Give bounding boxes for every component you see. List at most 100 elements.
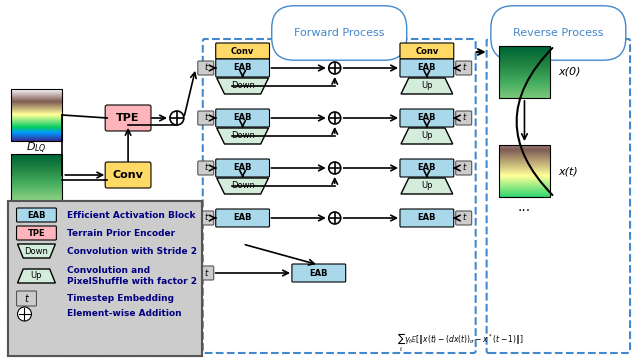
Bar bbox=[499, 90, 550, 91]
Text: t: t bbox=[462, 213, 465, 222]
Text: t: t bbox=[462, 113, 465, 122]
Bar bbox=[10, 117, 62, 118]
Bar bbox=[499, 176, 550, 177]
Bar bbox=[10, 185, 62, 186]
Bar bbox=[499, 91, 550, 92]
Bar bbox=[499, 189, 550, 190]
Bar bbox=[10, 139, 62, 140]
Bar bbox=[499, 58, 550, 59]
Text: Up: Up bbox=[421, 82, 433, 91]
Polygon shape bbox=[217, 178, 269, 194]
Bar bbox=[499, 46, 550, 47]
Bar bbox=[499, 79, 550, 80]
Bar bbox=[10, 170, 62, 171]
FancyBboxPatch shape bbox=[456, 61, 472, 75]
Text: Convolution and
PixelShuffle with factor 2: Convolution and PixelShuffle with factor… bbox=[67, 266, 197, 286]
FancyBboxPatch shape bbox=[400, 209, 454, 227]
Bar bbox=[499, 95, 550, 96]
Bar bbox=[499, 75, 550, 76]
Bar bbox=[10, 196, 62, 197]
Text: t: t bbox=[24, 293, 28, 304]
Bar bbox=[499, 87, 550, 88]
Text: t: t bbox=[204, 64, 207, 73]
Bar bbox=[10, 127, 62, 128]
Bar bbox=[499, 178, 550, 179]
Text: EAB: EAB bbox=[234, 113, 252, 122]
Bar bbox=[10, 189, 62, 190]
Bar bbox=[499, 97, 550, 98]
Bar bbox=[10, 98, 62, 99]
Bar bbox=[499, 163, 550, 164]
Bar bbox=[499, 55, 550, 56]
Bar bbox=[499, 152, 550, 153]
Bar bbox=[10, 104, 62, 105]
Bar bbox=[10, 180, 62, 181]
Polygon shape bbox=[217, 128, 269, 144]
Bar bbox=[499, 181, 550, 182]
Bar bbox=[499, 187, 550, 188]
Text: EAB: EAB bbox=[418, 164, 436, 173]
Bar bbox=[10, 163, 62, 164]
Bar bbox=[499, 160, 550, 161]
Bar bbox=[10, 182, 62, 183]
Bar bbox=[499, 162, 550, 163]
Bar bbox=[499, 195, 550, 196]
Bar bbox=[10, 120, 62, 121]
Bar bbox=[10, 198, 62, 199]
Bar bbox=[10, 192, 62, 193]
Bar bbox=[10, 101, 62, 102]
Bar bbox=[499, 191, 550, 192]
Text: Down: Down bbox=[230, 182, 255, 191]
Bar bbox=[10, 108, 62, 109]
Bar bbox=[499, 161, 550, 162]
Bar bbox=[10, 195, 62, 196]
Bar bbox=[10, 186, 62, 187]
Bar bbox=[499, 192, 550, 193]
Text: EAB: EAB bbox=[418, 64, 436, 73]
Text: Up: Up bbox=[421, 131, 433, 140]
Bar bbox=[499, 146, 550, 147]
Bar bbox=[10, 113, 62, 114]
Bar bbox=[10, 94, 62, 95]
FancyBboxPatch shape bbox=[456, 111, 472, 125]
Bar bbox=[10, 133, 62, 134]
Bar bbox=[10, 171, 62, 172]
Bar bbox=[10, 168, 62, 169]
Bar bbox=[10, 174, 62, 175]
Text: Conv: Conv bbox=[113, 170, 143, 180]
Bar bbox=[10, 202, 62, 203]
Bar bbox=[10, 156, 62, 157]
FancyBboxPatch shape bbox=[456, 161, 472, 175]
Bar bbox=[499, 177, 550, 178]
Polygon shape bbox=[401, 128, 452, 144]
Circle shape bbox=[329, 62, 340, 74]
Text: t: t bbox=[462, 64, 465, 73]
Text: EAB: EAB bbox=[234, 213, 252, 222]
Bar bbox=[10, 119, 62, 120]
Text: EAB: EAB bbox=[234, 164, 252, 173]
Bar bbox=[10, 100, 62, 101]
Bar bbox=[10, 126, 62, 127]
Text: Conv: Conv bbox=[231, 47, 254, 56]
Bar bbox=[8, 201, 202, 356]
Polygon shape bbox=[217, 78, 269, 94]
Bar bbox=[499, 80, 550, 81]
Bar bbox=[10, 184, 62, 185]
Bar bbox=[499, 145, 550, 197]
Bar bbox=[10, 92, 62, 93]
Bar bbox=[10, 177, 62, 178]
Bar bbox=[10, 160, 62, 161]
Bar bbox=[499, 57, 550, 58]
Bar bbox=[10, 102, 62, 103]
Bar bbox=[10, 176, 62, 177]
Bar bbox=[499, 67, 550, 68]
FancyBboxPatch shape bbox=[216, 159, 269, 177]
Bar bbox=[499, 175, 550, 176]
Bar bbox=[10, 197, 62, 198]
Text: Up: Up bbox=[31, 271, 42, 280]
Polygon shape bbox=[401, 78, 452, 94]
Text: Terrain Prior Encoder: Terrain Prior Encoder bbox=[67, 229, 175, 238]
Bar bbox=[10, 193, 62, 194]
Bar bbox=[499, 66, 550, 67]
Bar bbox=[10, 95, 62, 96]
